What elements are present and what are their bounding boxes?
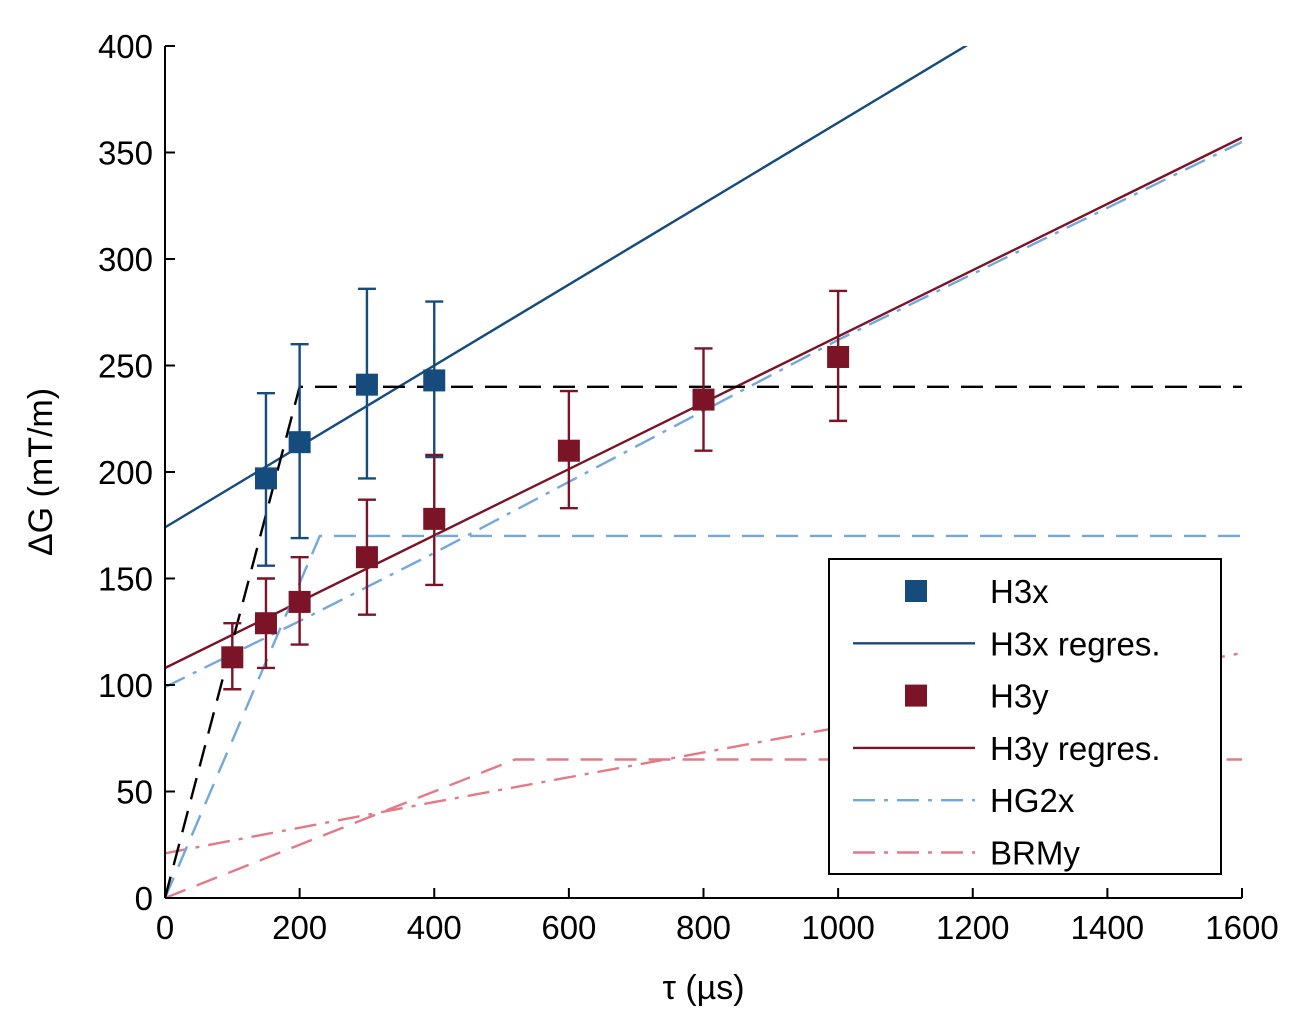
legend-box: [828, 558, 1222, 875]
y-tick-label: 200: [98, 454, 153, 491]
marker-h3y: [254, 612, 277, 635]
legend-marker-h3y: [905, 684, 927, 707]
marker-h3x: [423, 369, 446, 392]
series-line-guide-6: [165, 534, 1242, 898]
marker-h3x: [288, 431, 311, 454]
marker-h3y: [423, 507, 446, 530]
y-tick-label: 350: [98, 135, 153, 172]
legend-label-hg2x: HG2x: [990, 782, 1075, 819]
legend-marker-h3x: [905, 580, 927, 602]
legend-label-brmy: BRMy: [990, 835, 1080, 872]
x-tick-label: 1200: [936, 909, 1009, 946]
y-tick-label: 300: [98, 241, 153, 278]
y-tick-label: 50: [116, 774, 153, 811]
x-tick-label: 1600: [1205, 909, 1278, 946]
x-axis-title: τ (µs): [662, 969, 744, 1007]
y-tick-label: 400: [98, 28, 153, 65]
x-tick-label: 800: [676, 909, 731, 946]
y-tick-label: 250: [98, 348, 153, 385]
marker-h3x: [355, 373, 378, 396]
y-axis-title: ΔG (mT/m): [22, 388, 60, 556]
marker-h3y: [221, 646, 244, 669]
x-tick-label: 400: [407, 909, 462, 946]
plot-markers: [221, 287, 850, 691]
x-tick-label: 200: [272, 909, 327, 946]
legend-label-h3y-regres-: H3y regres.: [990, 730, 1161, 767]
axes: 0 200 400 600 800 1000 1200 1400 1600 0 50 100 150 20…: [98, 28, 1279, 946]
marker-h3y: [355, 546, 378, 569]
legend-label-h3x-regres-: H3x regres.: [990, 625, 1161, 662]
marker-h3y: [692, 388, 715, 411]
x-tick-label: 0: [156, 909, 174, 946]
x-tick-label: 1000: [801, 909, 874, 946]
legend: H3x H3x regres. H3y H3y regres. HG2x BRMy: [828, 558, 1222, 875]
x-tick-label: 600: [541, 909, 596, 946]
y-tick-label: 0: [135, 880, 153, 917]
marker-h3x: [254, 467, 277, 490]
marker-h3y: [557, 439, 580, 462]
marker-h3y: [827, 345, 850, 368]
legend-label-h3y: H3y: [990, 678, 1049, 715]
x-tick-label: 1400: [1071, 909, 1144, 946]
legend-label-h3x: H3x: [990, 573, 1049, 610]
y-tick-label: 100: [98, 667, 153, 704]
marker-h3y: [288, 590, 311, 613]
y-tick-label: 150: [98, 561, 153, 598]
series-line-hg2x: [165, 140, 1242, 689]
